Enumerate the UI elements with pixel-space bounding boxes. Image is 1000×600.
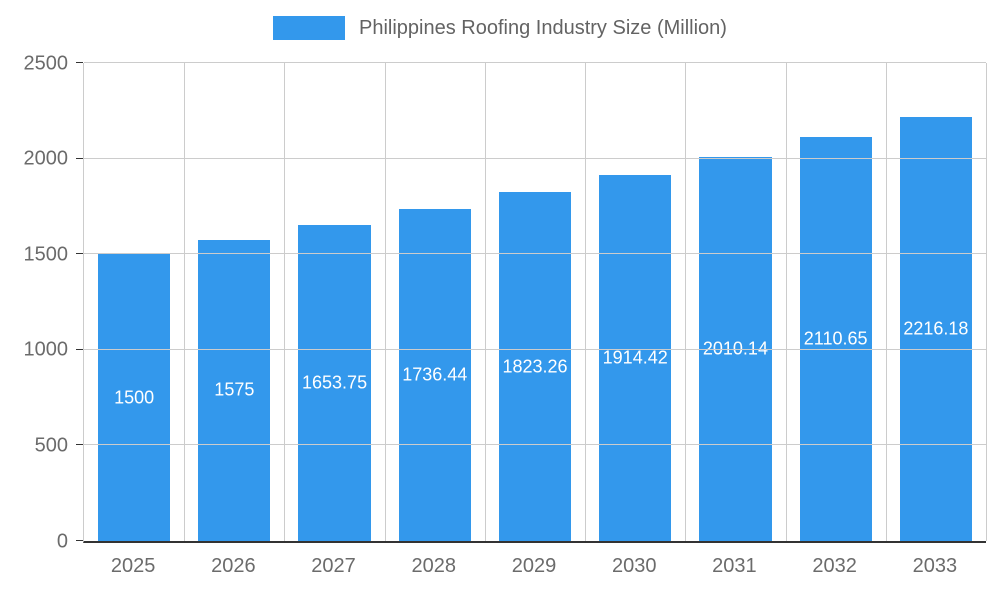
gridline-horizontal [84,62,986,63]
chart-legend: Philippines Roofing Industry Size (Milli… [0,16,1000,40]
y-tick-label: 1500 [23,243,69,266]
gridline-vertical [585,63,587,541]
x-tick-label: 2031 [712,555,757,577]
bar-2030[interactable]: 1914.42 [599,174,672,541]
bar-slot: 1914.42 [585,63,685,541]
chart-title: Philippines Roofing Industry Size (Milli… [359,16,727,39]
y-tick-label: 1000 [23,338,69,361]
bar-value-label: 2110.65 [803,328,868,349]
bar-value-label: 2216.18 [903,318,969,339]
x-tick-label: 2032 [812,555,857,577]
bar-slot: 1575 [184,63,284,541]
y-tick-mark [76,540,83,541]
bar-2025[interactable]: 1500 [98,254,171,541]
gridline-vertical [484,63,486,541]
bar-slot: 2216.18 [886,63,986,541]
bar-slot: 1500 [84,63,184,541]
bar-2029[interactable]: 1823.26 [498,192,572,541]
bar-2026[interactable]: 1575 [198,239,271,541]
y-tick-mark [76,157,83,159]
gridline-horizontal [84,444,986,446]
bar-value-label: 1823.26 [502,356,568,377]
bar-slot: 1823.26 [485,63,585,541]
gridline-vertical [986,63,987,541]
legend-swatch-icon [273,16,346,40]
y-tick-label: 500 [34,434,68,457]
y-tick-mark [76,348,83,350]
bar-2033[interactable]: 2216.18 [899,117,972,541]
gridline-vertical [184,63,186,541]
bar-value-label: 1653.75 [302,372,368,393]
y-tick-mark [76,62,83,63]
bar-value-label: 2010.14 [702,338,768,359]
bar-2032[interactable]: 2110.65 [799,137,872,541]
y-tick-label: 2000 [23,147,69,170]
y-tick-label: 0 [56,530,68,552]
bar-slot: 2010.14 [685,63,785,541]
x-axis-labels: 2025 2026 2027 2028 2029 2030 2031 2032 2033 [83,555,985,578]
y-axis-labels: 0 500 1000 1500 2000 2500 [0,52,74,552]
gridline-vertical [685,63,687,541]
x-tick-label: 2033 [912,555,958,577]
bar-2028[interactable]: 1736.44 [398,209,471,541]
bar-value-label: 1500 [114,387,155,408]
bar-value-label: 1914.42 [602,347,668,368]
bar-slot: 2110.65 [786,63,886,541]
gridline-vertical [785,63,787,541]
x-tick-label: 2026 [211,555,256,577]
bar-value-label: 1736.44 [402,364,468,385]
gridline-vertical [885,63,887,541]
y-tick-mark [76,253,83,255]
bar-2027[interactable]: 1653.75 [298,224,371,541]
y-tick-mark [76,444,83,446]
x-tick-label: 2030 [611,555,657,577]
x-tick-label: 2027 [311,555,356,577]
plot-area: 1500 1575 1653.75 1736.44 1823.26 1914.42 2010… [76,62,987,543]
bar-slot: 1736.44 [385,63,485,541]
x-tick-label: 2028 [411,555,457,577]
y-tick-label: 2500 [23,52,69,74]
bars-container: 1500 1575 1653.75 1736.44 1823.26 1914.42 2010… [84,63,986,541]
x-tick-label: 2029 [511,555,557,577]
x-tick-label: 2025 [110,555,156,577]
gridline-horizontal [84,157,986,159]
bar-slot: 1653.75 [284,63,384,541]
bar-value-label: 1575 [214,379,255,400]
gridline-horizontal [84,348,986,350]
gridline-horizontal [84,253,986,255]
gridline-vertical [284,63,286,541]
gridline-vertical [384,63,386,541]
